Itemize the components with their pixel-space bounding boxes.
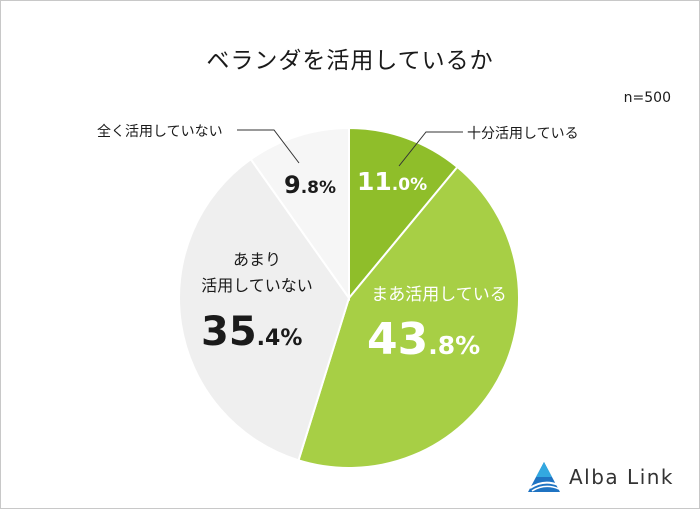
pie-slice-not-at-all — [249, 126, 350, 302]
pie-slice-fully-using — [348, 126, 459, 301]
label-fully-using: 十分活用している — [467, 126, 579, 142]
brand-logo: Alba Link — [527, 461, 674, 493]
brand-name: Alba Link — [569, 465, 675, 489]
value-label-somewhat-using: 43.8% — [367, 314, 481, 365]
leader-line-fully-using — [398, 131, 463, 167]
pie-slice-not-much — [178, 157, 351, 462]
alba-link-logo-icon — [528, 462, 560, 492]
chart-title: ベランダを活用しているか — [206, 48, 494, 74]
sample-size-note: n=500 — [623, 90, 671, 106]
value-label-fully-using: 11.0% — [357, 167, 428, 196]
pie-slice-somewhat-using — [297, 165, 520, 469]
value-label-not-much: 35.4% — [201, 309, 303, 355]
label-not-much: あまり 活用していない — [201, 250, 313, 295]
leader-line-not-at-all — [237, 129, 300, 164]
label-somewhat-using: まあ活用している — [371, 285, 507, 305]
value-label-not-at-all: 9.8% — [284, 171, 337, 199]
label-not-at-all: 全く活用していない — [97, 124, 223, 140]
